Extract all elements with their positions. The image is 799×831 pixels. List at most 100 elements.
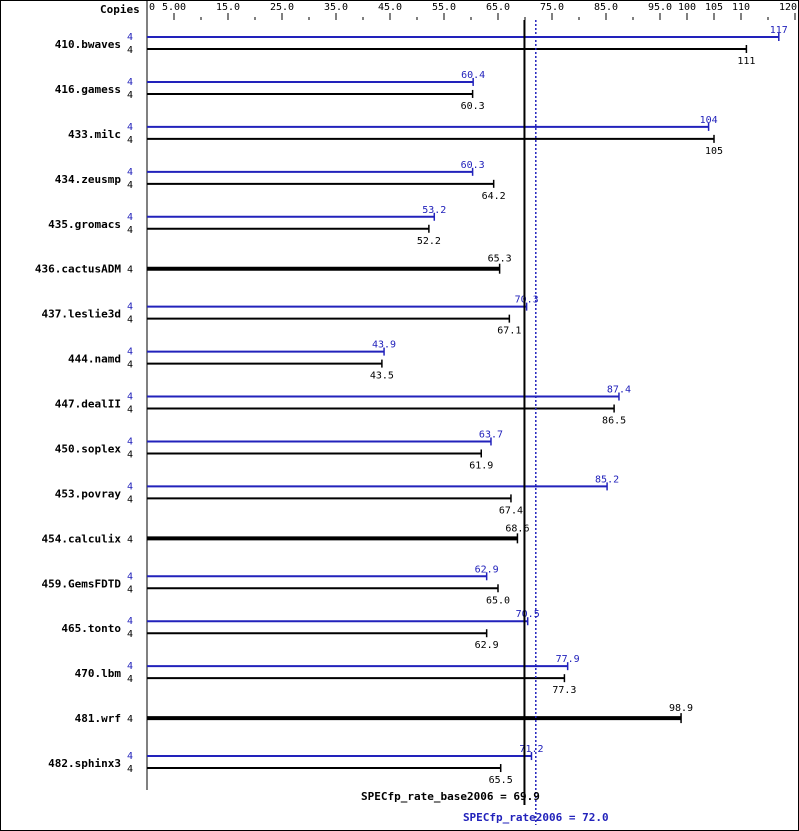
- peak-value-label: 63.7: [479, 429, 503, 440]
- base-value-label: 62.9: [475, 640, 499, 651]
- peak-copies: 4: [127, 571, 133, 582]
- base-value-label: 61.9: [469, 460, 493, 471]
- benchmark-row-433.milc: 433.milc 4 104 4 105: [68, 115, 723, 157]
- benchmark-label: 435.gromacs: [48, 218, 121, 231]
- x-tick-label: 5.00: [162, 2, 186, 13]
- peak-value-label: 60.4: [461, 70, 485, 81]
- base-copies: 4: [127, 449, 133, 460]
- peak-copies: 4: [127, 167, 133, 178]
- x-tick-label: 35.0: [324, 2, 348, 13]
- peak-copies: 4: [127, 751, 133, 762]
- x-tick-label: 45.0: [378, 2, 402, 13]
- peak-value-label: 60.3: [461, 160, 485, 171]
- peak-value-label: 43.9: [372, 340, 396, 351]
- benchmark-row-437.leslie3d: 437.leslie3d 4 70.3 4 67.1: [42, 295, 539, 337]
- peak-copies: 4: [127, 436, 133, 447]
- x-tick-label: 110: [732, 2, 750, 13]
- peak-value-label: 70.3: [515, 295, 539, 306]
- base-reference-label: SPECfp_rate_base2006 = 69.9: [361, 790, 540, 803]
- base-copies: 4: [127, 584, 133, 595]
- benchmark-row-450.soplex: 450.soplex 4 63.7 4 61.9: [55, 429, 503, 471]
- x-tick-label: 55.0: [432, 2, 456, 13]
- base-copies: 4: [127, 265, 133, 276]
- x-tick-label: 25.0: [270, 2, 294, 13]
- benchmark-label: 453.povray: [55, 487, 122, 500]
- base-copies: 4: [127, 90, 133, 101]
- peak-value-label: 70.5: [516, 609, 540, 620]
- peak-copies: 4: [127, 122, 133, 133]
- x-tick-label: 0: [149, 2, 155, 13]
- peak-copies: 4: [127, 347, 133, 358]
- base-copies: 4: [127, 629, 133, 640]
- base-copies: 4: [127, 405, 133, 416]
- benchmark-label: 482.sphinx3: [48, 757, 121, 770]
- benchmark-label: 470.lbm: [75, 667, 122, 680]
- benchmark-row-454.calculix: 454.calculix 4 68.6: [42, 523, 530, 545]
- peak-value-label: 71.2: [519, 744, 543, 755]
- base-copies: 4: [127, 494, 133, 505]
- base-copies: 4: [127, 674, 133, 685]
- base-copies: 4: [127, 764, 133, 775]
- base-copies: 4: [127, 714, 133, 725]
- peak-value-label: 87.4: [607, 385, 631, 396]
- peak-copies: 4: [127, 392, 133, 403]
- benchmark-row-410.bwaves: 410.bwaves 4 117 4 111: [55, 25, 788, 67]
- base-value-label: 77.3: [552, 685, 576, 696]
- base-value-label: 52.2: [417, 236, 441, 247]
- benchmark-label: 433.milc: [68, 128, 121, 141]
- base-value-label: 98.9: [669, 703, 693, 714]
- benchmark-row-434.zeusmp: 434.zeusmp 4 60.3 4 64.2: [55, 160, 506, 202]
- peak-copies: 4: [127, 302, 133, 313]
- base-value-label: 67.4: [499, 505, 523, 516]
- peak-value-label: 62.9: [475, 564, 499, 575]
- benchmark-row-465.tonto: 465.tonto 4 70.5 4 62.9: [61, 609, 539, 651]
- x-tick-label: 100: [678, 2, 696, 13]
- base-value-label: 43.5: [370, 371, 394, 382]
- benchmark-row-459.GemsFDTD: 459.GemsFDTD 4 62.9 4 65.0: [42, 564, 511, 606]
- benchmark-row-416.gamess: 416.gamess 4 60.4 4 60.3: [55, 70, 485, 112]
- peak-copies: 4: [127, 32, 133, 43]
- peak-reference-label: SPECfp_rate2006 = 72.0: [463, 811, 609, 824]
- base-copies: 4: [127, 180, 133, 191]
- peak-value-label: 117: [770, 25, 788, 36]
- x-tick-label: 120: [779, 2, 797, 13]
- benchmark-row-436.cactusADM: 436.cactusADM 4 65.3: [35, 254, 512, 276]
- benchmark-label: 459.GemsFDTD: [42, 577, 122, 590]
- x-tick-label: 85.0: [594, 2, 618, 13]
- benchmark-label: 437.leslie3d: [42, 308, 121, 321]
- base-value-label: 60.3: [461, 101, 485, 112]
- peak-value-label: 77.9: [556, 654, 580, 665]
- peak-value-label: 85.2: [595, 474, 619, 485]
- benchmark-label: 450.soplex: [55, 442, 122, 455]
- benchmark-label: 481.wrf: [75, 712, 121, 725]
- base-value-label: 86.5: [602, 416, 626, 427]
- base-copies: 4: [127, 360, 133, 371]
- x-tick-label: 75.0: [540, 2, 564, 13]
- benchmark-label: 436.cactusADM: [35, 263, 121, 276]
- benchmark-row-470.lbm: 470.lbm 4 77.9 4 77.3: [75, 654, 580, 696]
- benchmark-label: 447.dealII: [55, 398, 121, 411]
- base-value-label: 64.2: [482, 191, 506, 202]
- peak-copies: 4: [127, 616, 133, 627]
- peak-value-label: 53.2: [422, 205, 446, 216]
- x-tick-label: 15.0: [216, 2, 240, 13]
- benchmark-row-435.gromacs: 435.gromacs 4 53.2 4 52.2: [48, 205, 446, 247]
- peak-copies: 4: [127, 661, 133, 672]
- copies-header: Copies: [100, 3, 140, 16]
- base-value-label: 65.5: [489, 775, 513, 786]
- base-value-label: 65.3: [488, 254, 512, 265]
- base-value-label: 68.6: [505, 523, 529, 534]
- base-value-label: 111: [737, 56, 755, 67]
- base-value-label: 105: [705, 146, 723, 157]
- benchmark-label: 416.gamess: [55, 83, 121, 96]
- x-tick-label: 65.0: [486, 2, 510, 13]
- base-copies: 4: [127, 534, 133, 545]
- benchmark-row-444.namd: 444.namd 4 43.9 4 43.5: [68, 340, 396, 382]
- benchmark-row-482.sphinx3: 482.sphinx3 4 71.2 4 65.5: [48, 744, 543, 786]
- x-tick-label: 95.0: [648, 2, 672, 13]
- peak-copies: 4: [127, 212, 133, 223]
- benchmark-row-453.povray: 453.povray 4 85.2 4 67.4: [55, 474, 619, 516]
- benchmark-label: 444.namd: [68, 353, 121, 366]
- benchmark-label: 410.bwaves: [55, 38, 121, 51]
